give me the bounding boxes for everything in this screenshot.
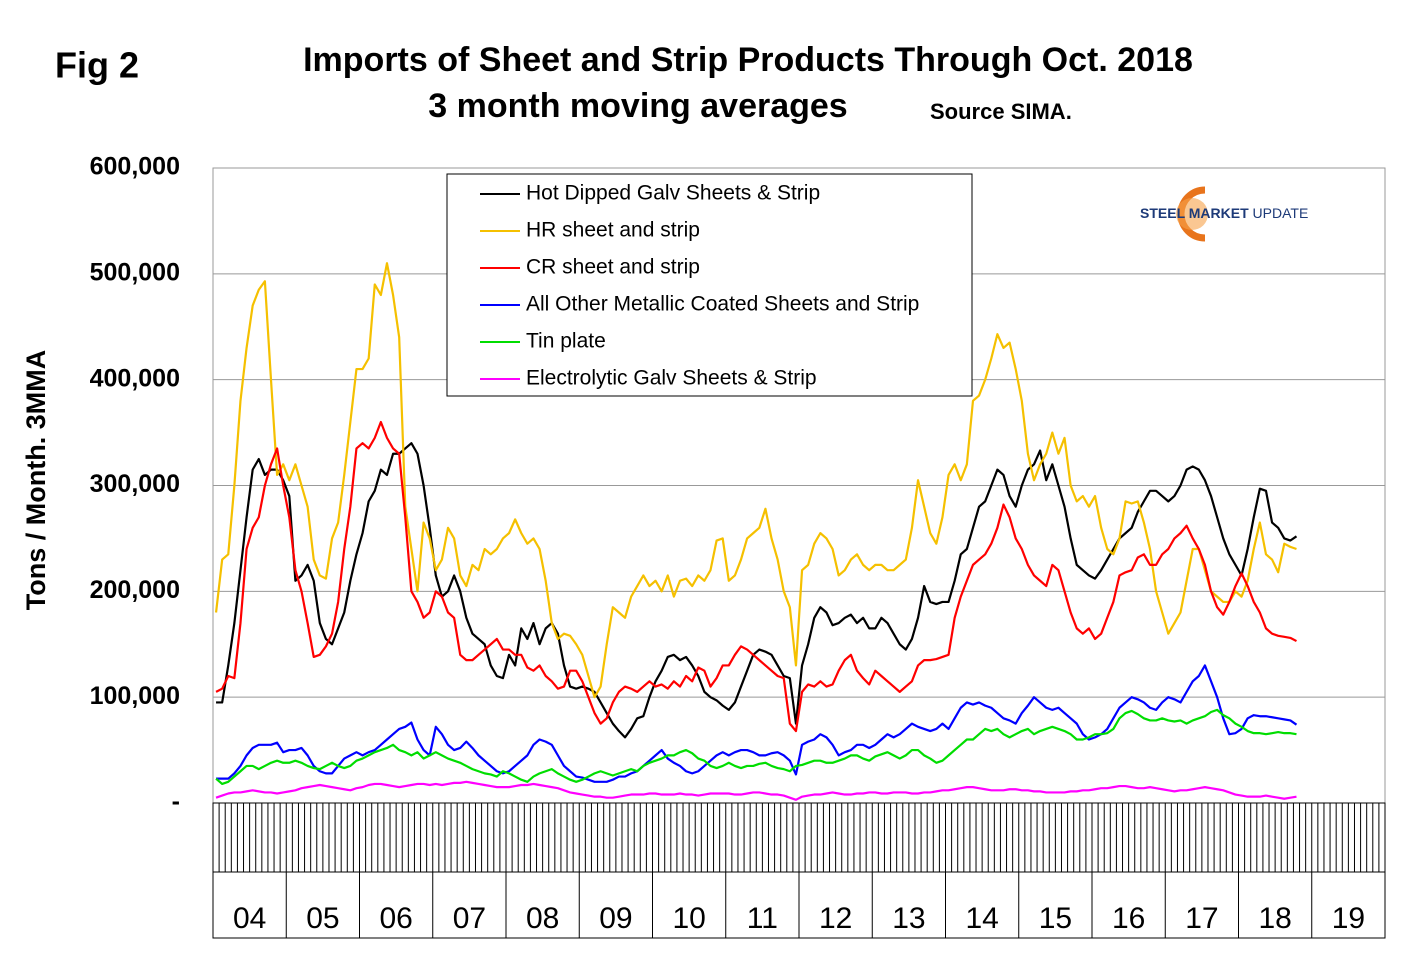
legend-label: Electrolytic Galv Sheets & Strip: [526, 367, 817, 390]
y-tick-label: -: [172, 788, 180, 816]
legend-label: All Other Metallic Coated Sheets and Str…: [526, 293, 919, 316]
series-line: [215, 420, 1297, 733]
x-tick-label: 11: [747, 902, 778, 935]
x-tick-label: 14: [965, 902, 998, 935]
y-axis-label: Tons / Month. 3MMA: [21, 350, 51, 610]
logo-bold: STEEL MARKET: [1140, 205, 1249, 221]
legend: Hot Dipped Galv Sheets & Strip HR sheet a…: [480, 182, 919, 390]
logo-disc: [1176, 198, 1208, 230]
x-tick-label: 16: [1112, 902, 1145, 935]
series-line: [214, 262, 1297, 699]
legend-label: Hot Dipped Galv Sheets & Strip: [526, 182, 820, 205]
logo-light: UPDATE: [1253, 205, 1309, 221]
x-tick-label: 04: [233, 902, 266, 935]
legend-label: CR sheet and strip: [526, 256, 700, 279]
x-axis: 04 05 06 07 08 09 10 11 12 13 14 15 16 17 18 19: [212, 803, 1386, 938]
x-tick-label: 05: [306, 902, 339, 935]
x-tick-label: 15: [1039, 902, 1072, 935]
x-tick-label: 09: [599, 902, 632, 935]
legend-box: [446, 173, 973, 397]
y-tick-label: 500,000: [90, 258, 180, 286]
x-tick-label: 06: [379, 902, 412, 935]
chart-title: Imports of Sheet and Strip Products Thro…: [303, 41, 1193, 79]
logo-text: STEEL MARKET UPDATE: [1140, 205, 1308, 221]
series-line: [215, 780, 1297, 801]
lines: [214, 262, 1298, 801]
legend-label: Tin plate: [526, 330, 606, 353]
x-tick-label: 07: [453, 902, 486, 935]
y-tick-label: 600,000: [90, 153, 180, 181]
y-tick-label: 300,000: [90, 470, 180, 498]
x-tick-label: 17: [1185, 902, 1218, 935]
x-tick-label: 19: [1332, 902, 1365, 935]
y-tick-label: 400,000: [90, 364, 180, 392]
x-tick-label: 13: [892, 902, 925, 935]
x-tick-label: 10: [672, 902, 705, 935]
x-tick-label: 18: [1258, 902, 1291, 935]
y-tick-label: 200,000: [90, 576, 180, 604]
y-tick-label: 100,000: [90, 682, 180, 710]
logo: STEEL MARKET UPDATE: [1140, 186, 1308, 242]
x-tick-label: 12: [819, 902, 852, 935]
series-line: [216, 664, 1298, 783]
chart-subtitle: 3 month moving averages: [428, 87, 847, 125]
source: Source SIMA.: [930, 99, 1072, 124]
series-line: [215, 708, 1297, 786]
legend-label: HR sheet and strip: [526, 219, 700, 242]
fig-label: Fig 2: [55, 45, 139, 86]
x-tick-label: 08: [526, 902, 559, 935]
